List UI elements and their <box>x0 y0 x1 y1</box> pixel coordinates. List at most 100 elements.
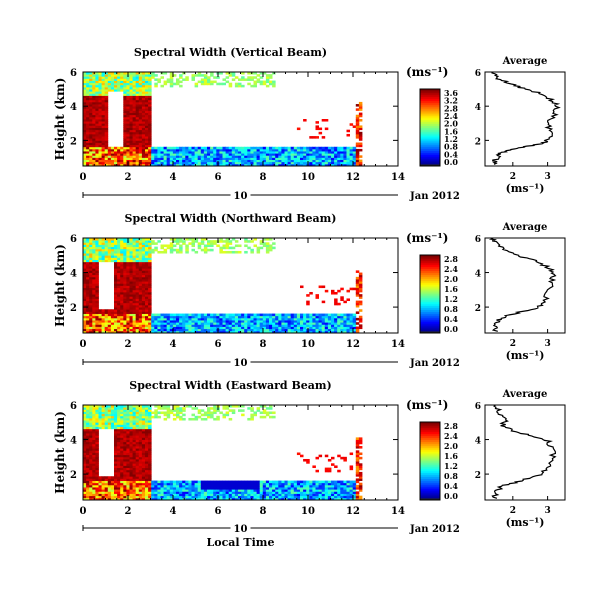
heatmap-cell <box>269 322 273 325</box>
heatmap-cell <box>129 484 133 488</box>
heatmap-cell <box>107 313 112 317</box>
heatmap-cell <box>225 80 230 84</box>
heatmap-cell <box>89 257 93 260</box>
heatmap-cell <box>250 326 254 330</box>
heatmap-cell <box>129 127 133 131</box>
heatmap-cell <box>225 322 230 325</box>
heatmap-cell <box>129 279 133 282</box>
heatmap-cell <box>327 315 332 319</box>
heatmap-cell <box>86 97 90 101</box>
heatmap-cell <box>337 163 341 167</box>
heatmap-cell <box>160 328 164 332</box>
colorbar-swatch <box>420 158 440 161</box>
heatmap-cell <box>86 240 90 243</box>
colorbar-swatch <box>420 106 440 109</box>
heatmap-cell <box>145 159 149 163</box>
heatmap-cell <box>210 480 214 484</box>
heatmap-cell <box>126 315 130 319</box>
heatmap-cell <box>145 311 149 314</box>
heatmap-cell <box>300 155 304 158</box>
heatmap-cell <box>182 146 186 150</box>
heatmap-cell <box>250 317 254 321</box>
heatmap-cell <box>120 309 124 312</box>
heatmap-cell <box>117 476 121 479</box>
heatmap-cell <box>176 413 180 417</box>
heatmap-cell <box>200 480 205 484</box>
heatmap-cell <box>327 313 332 317</box>
heatmap-cell <box>114 268 118 271</box>
heatmap-cell <box>151 322 155 325</box>
heatmap-cell <box>312 315 316 319</box>
heatmap-cell <box>104 482 109 486</box>
heatmap-cell <box>95 428 99 432</box>
heatmap-cell <box>210 415 214 419</box>
heatmap-cell <box>126 307 130 310</box>
heatmap-cell <box>340 315 344 319</box>
heatmap-cell <box>135 274 140 278</box>
heatmap-cell <box>346 324 350 327</box>
heatmap-cell <box>324 127 329 131</box>
heatmap-cell <box>169 320 174 323</box>
heatmap-cell <box>228 151 233 154</box>
heatmap-cell <box>98 136 102 139</box>
heatmap-cell <box>104 116 109 120</box>
heatmap-cell <box>141 259 146 263</box>
heatmap-cell <box>259 159 264 163</box>
heatmap-cell <box>272 313 276 317</box>
heatmap-cell <box>191 491 195 494</box>
heatmap-cell <box>132 89 137 92</box>
heatmap-cell <box>123 106 127 109</box>
heatmap-cell <box>132 437 137 440</box>
heatmap-cell <box>104 148 109 152</box>
heatmap-cell <box>331 151 335 154</box>
heatmap-cell <box>145 433 149 436</box>
heatmap-cell <box>290 159 295 163</box>
heatmap-cell <box>123 242 127 245</box>
heatmap-cell <box>117 430 121 434</box>
heatmap-cell <box>101 131 106 135</box>
heatmap-cell <box>132 407 137 410</box>
heatmap-cell <box>135 285 140 289</box>
heatmap-cell <box>300 322 304 325</box>
heatmap-cell <box>166 324 171 327</box>
heatmap-cell <box>104 407 109 410</box>
heatmap-cell <box>216 151 220 154</box>
heatmap-cell <box>247 151 251 154</box>
heatmap-cell <box>92 291 96 295</box>
heatmap-cell <box>129 478 133 481</box>
heatmap-cell <box>207 244 211 248</box>
heatmap-cell <box>262 157 267 160</box>
heatmap-cell <box>287 324 292 327</box>
heatmap-cell <box>256 313 261 317</box>
heatmap-cell <box>120 261 124 265</box>
heatmap-cell <box>284 493 288 497</box>
heatmap-cell <box>231 480 236 484</box>
heatmap-cell <box>231 328 236 332</box>
heatmap-cell <box>287 328 292 332</box>
profile-frame <box>484 237 566 334</box>
heatmap-cell <box>123 497 127 501</box>
heatmap-cell <box>86 95 90 99</box>
heatmap-cell <box>132 279 137 282</box>
heatmap-cell <box>89 287 93 291</box>
heatmap-cell <box>259 405 264 408</box>
heatmap-cell <box>132 497 137 501</box>
heatmap-cell <box>145 430 149 434</box>
heatmap-cell <box>95 330 99 334</box>
heatmap-cell <box>334 300 338 304</box>
colorbar-swatch <box>420 268 440 271</box>
heatmap-cell <box>89 240 93 243</box>
heatmap-cell <box>129 452 133 456</box>
heatmap-cell <box>225 495 230 499</box>
heatmap-cell <box>188 324 192 327</box>
heatmap-cell <box>114 157 118 160</box>
heatmap-cell <box>200 317 205 321</box>
heatmap-cell <box>346 330 350 334</box>
heatmap-cell <box>98 317 102 321</box>
heatmap-cell <box>234 330 239 334</box>
heatmap-cell <box>272 82 276 86</box>
heatmap-cell <box>126 424 130 427</box>
heatmap-cell <box>265 238 270 241</box>
heatmap-cell <box>166 413 171 417</box>
heatmap-cell <box>247 157 251 160</box>
